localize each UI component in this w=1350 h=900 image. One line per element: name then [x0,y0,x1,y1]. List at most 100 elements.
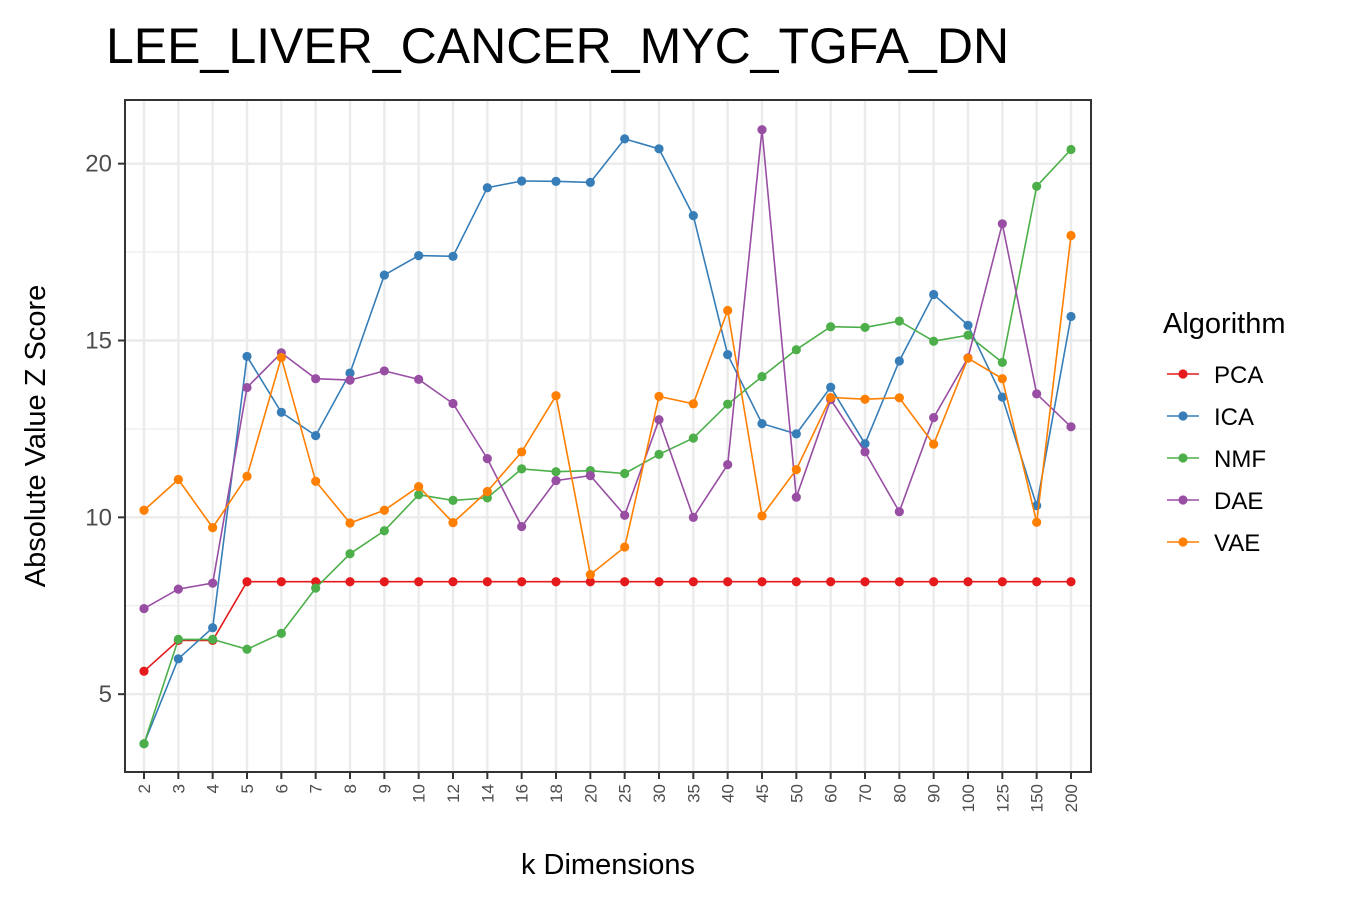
x-tick-label: 10 [410,784,429,803]
data-point-vae [997,374,1007,384]
data-point-pca [1066,577,1076,587]
data-point-ica [620,134,630,144]
data-point-vae [723,305,733,316]
x-axis-title: k Dimensions [521,849,695,881]
data-point-pca [482,577,492,587]
data-point-vae [379,505,389,515]
legend-key-point [1178,411,1188,421]
data-point-dae [551,475,561,486]
data-point-pca [894,577,904,587]
data-point-vae [929,439,939,449]
data-point-vae [585,570,595,580]
data-point-dae [173,584,183,594]
data-point-ica [1066,311,1076,322]
data-point-vae [894,393,904,403]
data-point-pca [929,577,939,587]
series-line-nmf [143,148,1072,744]
data-point-ica [963,320,973,330]
data-point-pca [276,577,286,587]
plot-background [125,100,1091,772]
data-point-ica [482,183,492,193]
legend-key-point [1178,495,1188,505]
data-point-pca [311,577,321,587]
legend-item-nmf: NMF [1167,446,1266,473]
data-point-dae [997,219,1007,229]
legend-item-pca: PCA [1167,362,1263,389]
data-point-dae [379,366,389,376]
x-tick-label: 90 [925,784,944,803]
data-point-vae [311,476,321,486]
x-tick-label: 125 [993,784,1012,812]
x-tick-label: 2 [135,784,154,793]
x-tick-label: 150 [1028,784,1047,812]
data-point-nmf [276,628,286,638]
data-point-vae [448,518,458,528]
data-point-vae [208,523,218,533]
x-axis: 2 3 4 5 6 7 8 9 10 12 14 16 18 20 25 30 35 40 45 50 60 70 80 90… [135,772,1081,812]
data-point-pca [242,577,252,587]
x-tick-label: 20 [581,784,600,803]
data-point-nmf [826,322,836,332]
series-vae [139,230,1076,580]
x-tick-label: 4 [204,784,223,793]
series-line-ica [143,137,1072,744]
data-point-pca [723,577,733,587]
y-tick-label: 5 [99,681,112,708]
series-layer [139,125,1076,749]
legend-key-point [1178,537,1188,547]
data-point-vae [414,481,424,492]
data-point-dae [620,510,630,520]
legend-label: VAE [1214,530,1260,557]
data-point-dae [482,454,492,464]
data-point-pca [791,577,801,587]
legend-item-dae: DAE [1167,488,1263,515]
data-point-dae [517,521,527,532]
x-tick-label: 8 [341,784,360,793]
data-point-dae [311,374,321,384]
x-tick-label: 35 [684,784,703,803]
y-tick-label: 10 [85,504,112,531]
x-tick-label: 40 [719,784,738,803]
data-point-dae [139,603,149,614]
data-point-dae [448,398,458,409]
data-point-nmf [173,634,183,644]
data-point-ica [860,439,870,449]
legend-label: DAE [1214,488,1263,515]
data-point-pca [860,577,870,587]
data-point-nmf [929,336,939,346]
data-point-vae [276,352,286,363]
data-point-dae [894,507,904,517]
data-point-pca [688,577,698,587]
x-tick-label: 100 [959,784,978,812]
data-point-ica [929,289,939,300]
data-point-nmf [620,468,630,479]
series-line-vae [143,235,1072,577]
data-point-dae [654,415,664,425]
legend-label: PCA [1214,362,1263,389]
data-point-vae [482,486,492,497]
y-tick-label: 15 [85,328,112,355]
x-tick-label: 80 [890,784,909,803]
data-point-dae [345,375,355,385]
data-point-ica [997,392,1007,402]
data-point-dae [1032,389,1042,399]
data-point-dae [208,578,218,588]
data-point-pca [826,577,836,587]
data-point-ica [208,623,218,633]
data-point-vae [791,465,801,475]
data-point-vae [1032,517,1042,527]
data-point-ica [379,270,389,280]
data-point-vae [345,518,355,528]
data-point-ica [173,654,183,664]
data-point-ica [311,431,321,441]
data-point-dae [585,471,595,481]
data-point-nmf [860,322,870,333]
y-axis: 5 10 15 20 [85,151,125,708]
y-tick-label: 20 [85,151,112,178]
data-point-pca [414,577,424,587]
x-tick-label: 18 [547,784,566,803]
legend-key-point [1178,369,1188,379]
data-point-vae [620,542,630,552]
data-point-dae [414,374,424,385]
